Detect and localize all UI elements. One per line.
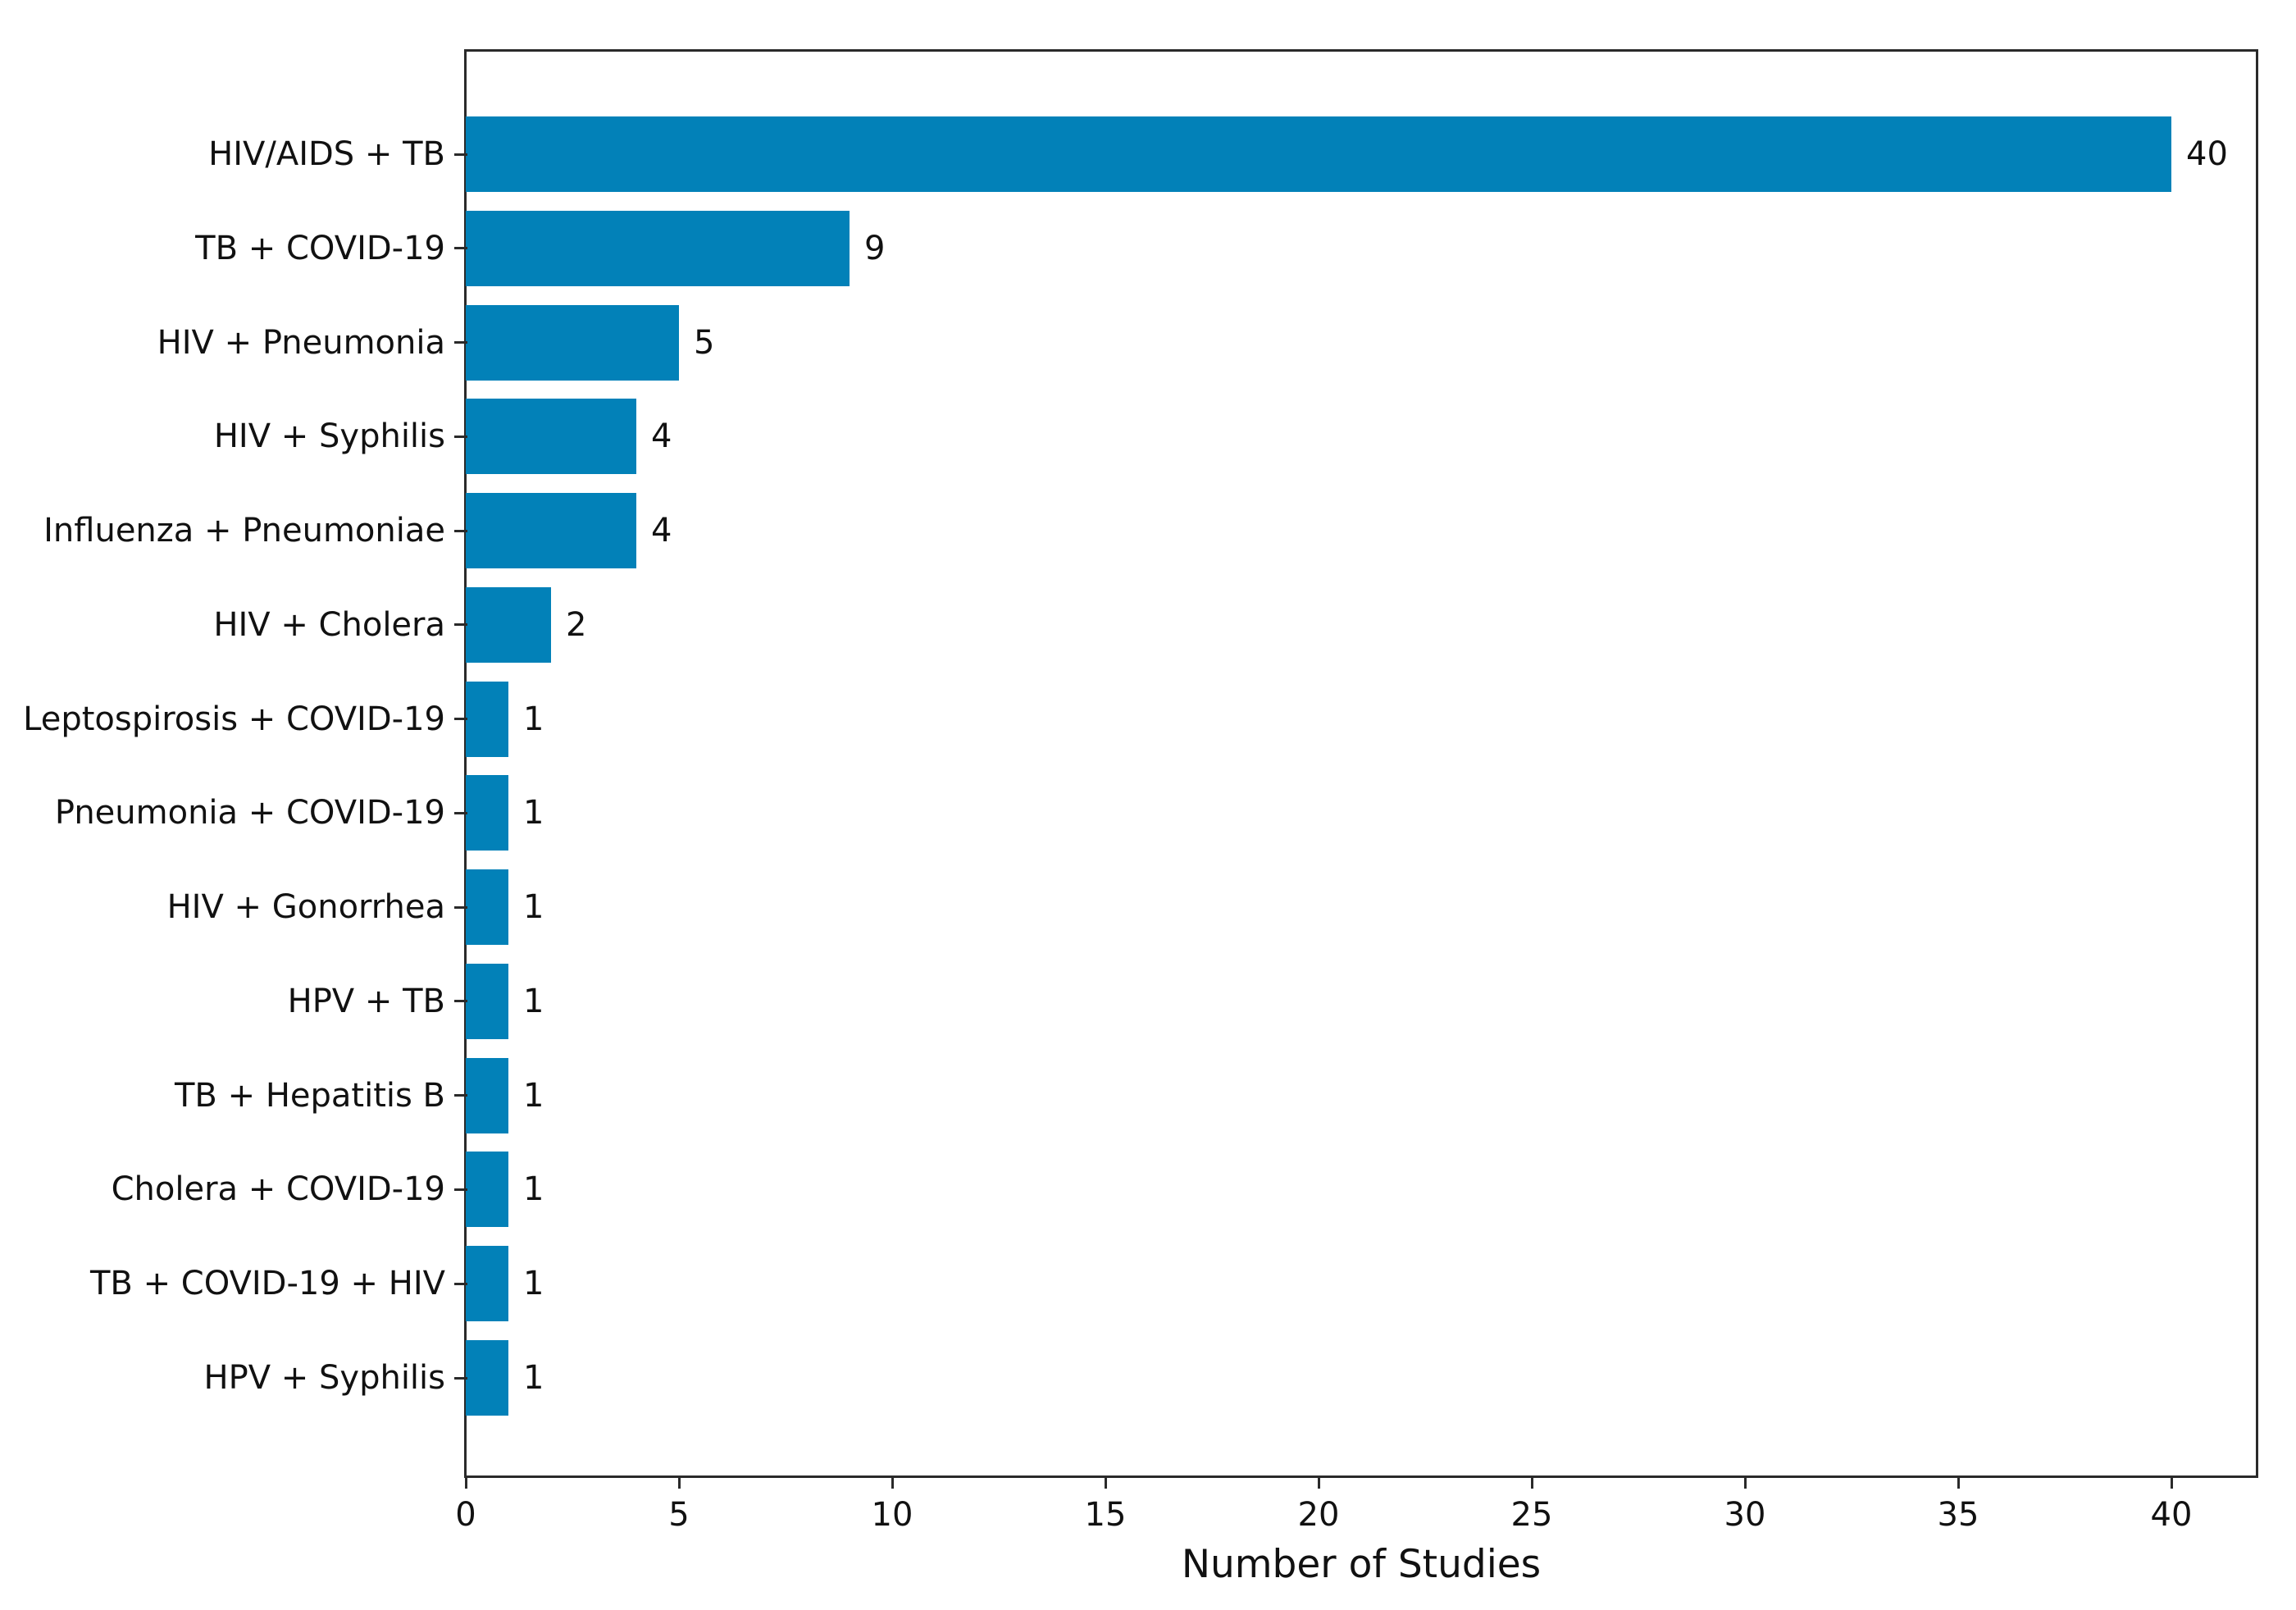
bar	[466, 1152, 508, 1227]
y-tick-mark	[454, 1188, 467, 1191]
bar	[466, 493, 636, 568]
bar-value-label: 1	[523, 1077, 544, 1115]
y-tick-mark	[454, 812, 467, 814]
x-tick-label: 0	[455, 1496, 476, 1534]
y-tick-label: TB + COVID-19	[195, 230, 445, 267]
bar-value-label: 1	[523, 1170, 544, 1208]
x-tick-mark	[2171, 1477, 2173, 1489]
bar	[466, 1058, 508, 1133]
y-tick-mark	[454, 1094, 467, 1097]
x-tick-mark	[1957, 1477, 1960, 1489]
bar-value-label: 1	[523, 983, 544, 1020]
y-tick-mark	[454, 718, 467, 720]
bar-value-label: 1	[523, 700, 544, 738]
bar	[466, 775, 508, 851]
y-tick-label: Influenza + Pneumoniae	[43, 512, 445, 550]
bar	[466, 1246, 508, 1321]
bar	[466, 682, 508, 757]
y-tick-label: HIV + Cholera	[213, 606, 445, 644]
x-tick-label: 40	[2150, 1496, 2193, 1534]
bar-value-label: 4	[651, 417, 672, 455]
x-tick-label: 10	[871, 1496, 913, 1534]
y-tick-label: Pneumonia + COVID-19	[54, 794, 445, 832]
y-tick-mark	[454, 623, 467, 626]
bar-value-label: 2	[566, 606, 587, 644]
bar	[466, 1340, 508, 1416]
y-tick-label: Cholera + COVID-19	[111, 1170, 445, 1208]
bar-value-label: 5	[694, 324, 715, 362]
bar-value-label: 1	[523, 1359, 544, 1397]
x-tick-label: 25	[1510, 1496, 1553, 1534]
bar-value-label: 4	[651, 512, 672, 550]
y-tick-mark	[454, 247, 467, 249]
bar-value-label: 1	[523, 794, 544, 832]
x-tick-mark	[1744, 1477, 1747, 1489]
y-tick-label: Leptospirosis + COVID-19	[23, 700, 445, 738]
y-tick-mark	[454, 1377, 467, 1380]
x-tick-label: 20	[1297, 1496, 1340, 1534]
y-tick-mark	[454, 341, 467, 344]
y-tick-mark	[454, 436, 467, 438]
x-axis-title: Number of Studies	[1181, 1542, 1542, 1587]
y-tick-label: TB + Hepatitis B	[175, 1077, 445, 1115]
x-tick-label: 5	[668, 1496, 690, 1534]
x-tick-mark	[1318, 1477, 1320, 1489]
bar-value-label: 1	[523, 1265, 544, 1302]
y-tick-label: HPV + TB	[287, 983, 445, 1020]
bar	[466, 211, 850, 286]
y-tick-label: HIV + Pneumonia	[157, 324, 445, 362]
x-tick-label: 30	[1724, 1496, 1766, 1534]
bar	[466, 587, 551, 663]
y-tick-mark	[454, 153, 467, 156]
y-tick-mark	[454, 1000, 467, 1002]
x-tick-mark	[1105, 1477, 1107, 1489]
y-tick-mark	[454, 530, 467, 532]
bar	[466, 964, 508, 1039]
y-tick-mark	[454, 906, 467, 909]
bar	[466, 869, 508, 945]
y-tick-mark	[454, 1283, 467, 1285]
x-tick-mark	[678, 1477, 681, 1489]
bar	[466, 305, 679, 381]
x-tick-mark	[1531, 1477, 1533, 1489]
x-tick-mark	[891, 1477, 894, 1489]
x-tick-label: 35	[1937, 1496, 1979, 1534]
plot-area	[464, 49, 2258, 1478]
y-tick-label: HIV + Gonorrhea	[166, 888, 445, 926]
y-tick-label: HPV + Syphilis	[203, 1359, 446, 1397]
bar-value-label: 1	[523, 888, 544, 926]
bar	[466, 116, 2171, 192]
bar-value-label: 40	[2186, 135, 2228, 173]
bar-value-label: 9	[864, 230, 886, 267]
x-tick-mark	[465, 1477, 467, 1489]
bar	[466, 399, 636, 474]
y-tick-label: HIV + Syphilis	[213, 417, 445, 455]
y-tick-label: TB + COVID-19 + HIV	[89, 1265, 445, 1302]
x-tick-label: 15	[1084, 1496, 1127, 1534]
y-tick-label: HIV/AIDS + TB	[208, 135, 445, 173]
